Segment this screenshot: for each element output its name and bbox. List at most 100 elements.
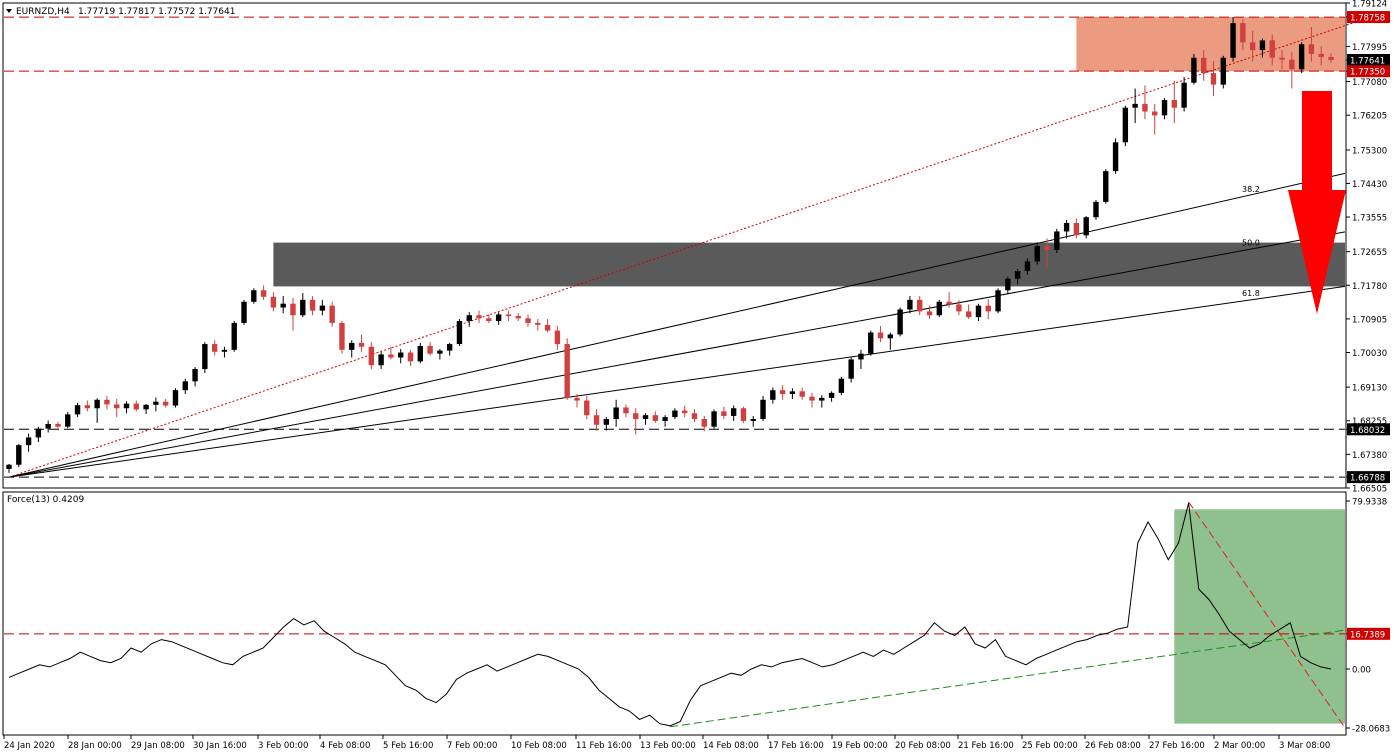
- candle-body: [1191, 57, 1197, 83]
- candle-body: [1328, 56, 1334, 61]
- fibonacci-fan: 38.2 50.0 61.8: [8, 172, 1346, 478]
- candle: [407, 349, 414, 366]
- candle: [1240, 19, 1246, 51]
- price-label-box: [1347, 65, 1390, 78]
- candle-body: [25, 437, 32, 446]
- candle-body: [300, 299, 306, 316]
- force-tick: 16.7389: [1346, 627, 1390, 640]
- bearish-arrow: [1288, 91, 1346, 314]
- candle: [211, 340, 218, 356]
- candle-body: [1279, 57, 1285, 60]
- candle: [466, 312, 472, 327]
- candle-body: [535, 322, 541, 325]
- force-panel-border: [2, 491, 1347, 736]
- candle-body: [1034, 246, 1040, 262]
- candle-body: [456, 321, 463, 345]
- price-tick: 1.77995: [1346, 43, 1387, 53]
- time-tick-label: 20 Feb 08:00: [895, 741, 951, 751]
- price-tick: 1.69130: [1346, 384, 1387, 394]
- candle: [162, 399, 169, 408]
- price-tick-label: 1.69130: [1352, 384, 1387, 394]
- candle-body: [1220, 57, 1226, 85]
- price-axis: 1.79124 1.78758 1.77995 1.77641 1.773501.770…: [1346, 0, 1390, 495]
- price-label-box: [1347, 471, 1390, 484]
- candle: [936, 299, 942, 318]
- candle: [446, 342, 453, 356]
- price-tick: 1.79124: [1346, 0, 1387, 10]
- candle: [1318, 46, 1324, 66]
- candle: [985, 299, 991, 320]
- time-tick-label: 3 Feb 00:00: [258, 741, 308, 751]
- candle: [574, 394, 580, 408]
- candle-body: [730, 408, 737, 416]
- fan-line-50.0: [8, 231, 1346, 478]
- candle-body: [153, 401, 159, 405]
- force-highlight-rect: [1174, 509, 1345, 724]
- candle: [192, 367, 198, 387]
- candle: [6, 463, 12, 473]
- candle: [74, 402, 81, 418]
- candle: [623, 404, 629, 418]
- candle-body: [613, 407, 619, 420]
- candle-body: [309, 299, 316, 311]
- candle-body: [1230, 23, 1236, 58]
- candle-body: [172, 390, 179, 406]
- candle-body: [975, 305, 982, 318]
- candle: [1269, 34, 1275, 66]
- time-tick: 29 Jan 08:00: [130, 735, 185, 751]
- candle: [907, 296, 913, 314]
- candle-body: [574, 397, 580, 401]
- force-tick: 79.9338: [1346, 498, 1387, 508]
- candle: [368, 342, 375, 370]
- price-tick-label: 1.67380: [1352, 451, 1387, 461]
- candle-body: [398, 352, 404, 358]
- time-tick-label: 3 Mar 08:00: [1279, 741, 1330, 751]
- price-tick-label: 1.77641: [1350, 56, 1385, 66]
- candle-body: [1132, 103, 1138, 108]
- time-tick: 19 Feb 00:00: [831, 735, 888, 751]
- candle-body: [241, 301, 247, 323]
- candle: [1014, 269, 1021, 285]
- candle: [897, 307, 903, 337]
- candle-body: [143, 404, 149, 410]
- candle: [505, 310, 512, 322]
- price-tick-label: 1.70030: [1352, 349, 1387, 359]
- dropdown-triangle-icon[interactable]: [6, 9, 12, 13]
- force-tick: -28.0683: [1346, 725, 1390, 735]
- candle-body: [750, 419, 756, 421]
- time-tick: 17 Feb 16:00: [767, 735, 824, 751]
- horizontal-levels: [4, 16, 1345, 478]
- candles: [6, 16, 1334, 473]
- candle: [926, 305, 933, 320]
- time-tick-label: 21 Feb 16:00: [958, 741, 1014, 751]
- candle: [535, 319, 541, 331]
- candle: [260, 285, 267, 300]
- candle: [1005, 276, 1011, 295]
- force-panel: 79.9338 16.7389 0.00 -28.0683 Force(13) 0.4…: [2, 491, 1390, 736]
- candle: [603, 417, 610, 431]
- candle-body: [6, 464, 12, 469]
- candle-body: [525, 318, 531, 323]
- ohlc-values: 1.77719 1.77817 1.77572 1.77641: [78, 7, 235, 17]
- time-axis: 24 Jan 2020 28 Jan 00:00 29 Jan 08:00 30 Ja…: [3, 735, 1330, 751]
- candle-body: [104, 399, 110, 405]
- candle-body: [290, 303, 296, 316]
- candle: [231, 321, 237, 352]
- force-tick-label: 79.9338: [1352, 498, 1387, 508]
- candle: [819, 395, 825, 408]
- dotted-trend-line: [8, 16, 1371, 478]
- force-tick-label: -28.0683: [1352, 725, 1390, 735]
- candle-body: [270, 296, 277, 308]
- candle-body: [1201, 57, 1207, 74]
- time-tick: 10 Feb 08:00: [510, 735, 567, 751]
- candle-body: [760, 399, 766, 420]
- candle: [965, 304, 972, 320]
- candle-body: [721, 411, 727, 416]
- candle-body: [231, 322, 237, 350]
- candle-body: [848, 359, 854, 379]
- price-tick-label: 1.73555: [1352, 214, 1387, 224]
- candle-body: [260, 290, 267, 297]
- candle: [975, 303, 982, 322]
- candle: [427, 342, 433, 356]
